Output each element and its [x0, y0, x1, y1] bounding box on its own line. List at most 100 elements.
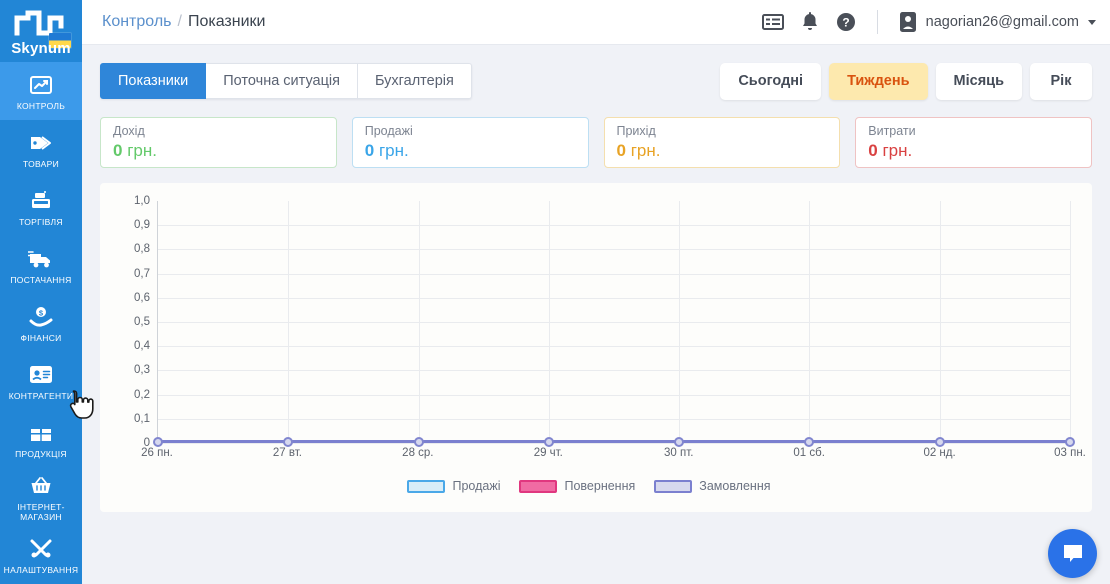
sidebar-item-produktsiia[interactable]: ПРОДУКЦІЯ [0, 410, 82, 468]
brand-name: Skynum [11, 40, 71, 57]
chart-data-point[interactable] [804, 437, 815, 447]
chat-bubble-icon[interactable] [1048, 529, 1097, 578]
chart-plot-area [153, 201, 1075, 447]
kpi-value: 0 грн. [617, 140, 828, 162]
series-line-zamovlennia [158, 440, 1070, 444]
kpi-label: Дохід [113, 124, 145, 138]
chart-data-point[interactable] [1065, 437, 1075, 447]
chart-data-point[interactable] [283, 437, 294, 447]
sidebar-item-torhivlia[interactable]: ТОРГІВЛЯ [0, 178, 82, 236]
chart-gridline-v [679, 201, 681, 442]
sidebar-item-kontrahenty[interactable]: КОНТРАГЕНТИ [0, 352, 82, 410]
kpi-card-prodazhi[interactable]: Продажі 0 грн. [351, 117, 589, 168]
sidebar-item-label: КОНТРОЛЬ [16, 100, 66, 111]
sidebar-item-internet-mahazyn[interactable]: ІНТЕРНЕТ-МАГАЗИН [0, 468, 82, 526]
sidebar-nav: КОНТРОЛЬ ТОВАРИ ТОРГІВЛЯ ПОСТАЧАННЯ [0, 62, 82, 584]
chart-gridline-h [158, 394, 1070, 396]
chart-legend-item[interactable]: Повернення [519, 479, 635, 493]
brand-logo[interactable]: Skynum [0, 0, 82, 62]
kpi-value: 0 грн. [365, 140, 576, 162]
sidebar: Skynum КОНТРОЛЬ ТОВАРИ ТОРГІВЛЯ [0, 0, 82, 584]
id-badge-icon [899, 11, 917, 33]
kpi-card-pryhid[interactable]: Прихід 0 грн. [603, 117, 841, 168]
chart-data-point[interactable] [153, 437, 163, 447]
skynum-pulse-icon [13, 9, 71, 48]
sidebar-item-postachannia[interactable]: ПОСТАЧАННЯ [0, 236, 82, 294]
sidebar-item-tovary[interactable]: ТОВАРИ [0, 120, 82, 178]
delivery-truck-icon [28, 248, 54, 270]
chart-data-point[interactable] [934, 437, 945, 447]
chart-y-tick: 0,1 [134, 412, 150, 425]
period-label: Місяць [953, 73, 1004, 89]
chart-y-tick: 0,8 [134, 243, 150, 256]
top-header: Контроль / Показники ? [82, 0, 1110, 45]
period-today[interactable]: Сьогодні [720, 62, 822, 100]
main-area: Контроль / Показники ? [82, 0, 1110, 584]
sidebar-item-kontrol[interactable]: КОНТРОЛЬ [0, 62, 82, 120]
content-area: Показники Поточна ситуація Бухгалтерія С… [82, 45, 1110, 584]
kpi-card-vytraty[interactable]: Витрати 0 грн. [855, 117, 1092, 168]
cash-register-icon [29, 190, 53, 212]
breadcrumb-current: Показники [187, 13, 266, 30]
sidebar-item-label: ТОВАРИ [22, 158, 60, 169]
breadcrumb-parent[interactable]: Контроль [102, 13, 172, 30]
chart-gridline-h [158, 297, 1070, 299]
kpi-value: 0 грн. [868, 140, 1079, 162]
hand-coin-icon: $ [29, 306, 53, 328]
svg-text:$: $ [39, 308, 44, 317]
tab-buhhalteriia[interactable]: Бухгалтерія [357, 63, 472, 99]
chart-x-tick: 30 пт. [664, 447, 694, 459]
chart-gridline-h [158, 322, 1070, 323]
toolbar: Показники Поточна ситуація Бухгалтерія С… [100, 62, 1092, 100]
kpi-unit: грн. [378, 141, 409, 160]
period-filter: Сьогодні Тиждень Місяць Рік [720, 62, 1092, 100]
sidebar-item-finansy[interactable]: $ ФІНАНСИ [0, 294, 82, 352]
kpi-number: 0 [113, 141, 123, 160]
chart-data-point[interactable] [413, 437, 424, 447]
chart-gridline-v [548, 201, 550, 442]
list-view-icon[interactable] [761, 13, 784, 31]
chart-x-axis: 26 пн. 27 вт. 28 ср. 29 чт. 30 пт. 01 сб. 02 н… [141, 447, 1086, 467]
period-year[interactable]: Рік [1030, 62, 1092, 100]
chart-gridline-v [809, 201, 811, 442]
header-actions: ? nagorian26@gmail.com [761, 10, 1096, 34]
chart-data-point[interactable] [543, 437, 554, 447]
chart-y-tick: 0,9 [134, 219, 150, 232]
tools-icon [29, 538, 53, 560]
chart-gridline-h [158, 225, 1070, 227]
legend-label: Продажі [452, 479, 501, 493]
kpi-card-dohid[interactable]: Дохід 0 грн. [100, 117, 337, 168]
chart-legend-item[interactable]: Продажі [407, 479, 500, 493]
kpi-number: 0 [364, 141, 375, 160]
kpi-number: 0 [616, 141, 626, 160]
chart-x-tick: 29 чт. [533, 447, 563, 459]
period-week[interactable]: Тиждень [829, 62, 928, 100]
kpi-unit: грн. [630, 141, 661, 160]
tab-label: Бухгалтерія [374, 73, 454, 89]
chart-legend-item[interactable]: Замовлення [654, 479, 771, 493]
sidebar-item-nalashtuvannia[interactable]: НАЛАШТУВАННЯ [0, 526, 82, 584]
chart-x-tick: 27 вт. [272, 447, 302, 459]
kpi-label: Витрати [868, 124, 916, 138]
open-box-icon [29, 422, 53, 444]
sidebar-item-label: ПРОДУКЦІЯ [15, 448, 67, 459]
bell-notification-icon[interactable] [801, 12, 819, 32]
legend-label: Повернення [564, 479, 636, 493]
chart-gridline-h [158, 273, 1070, 275]
chart-gridline-h [158, 249, 1070, 251]
chart-y-tick: 0,2 [134, 388, 150, 401]
period-label: Сьогодні [738, 73, 804, 89]
tab-pokazniki[interactable]: Показники [100, 63, 207, 99]
tags-icon [29, 132, 53, 154]
chart-x-tick: 28 ср. [402, 447, 434, 459]
chart-data-point[interactable] [674, 437, 685, 447]
chart-x-tick: 02 нд. [923, 447, 956, 459]
period-month[interactable]: Місяць [935, 62, 1022, 100]
sidebar-item-label: ТОРГІВЛЯ [19, 216, 63, 227]
legend-color-swatch [519, 479, 558, 493]
help-question-icon[interactable]: ? [836, 12, 856, 32]
chart-x-tick: 03 пн. [1054, 447, 1086, 459]
user-menu[interactable]: nagorian26@gmail.com [899, 11, 1096, 33]
tab-potochna-situatsiia[interactable]: Поточна ситуація [206, 63, 358, 99]
